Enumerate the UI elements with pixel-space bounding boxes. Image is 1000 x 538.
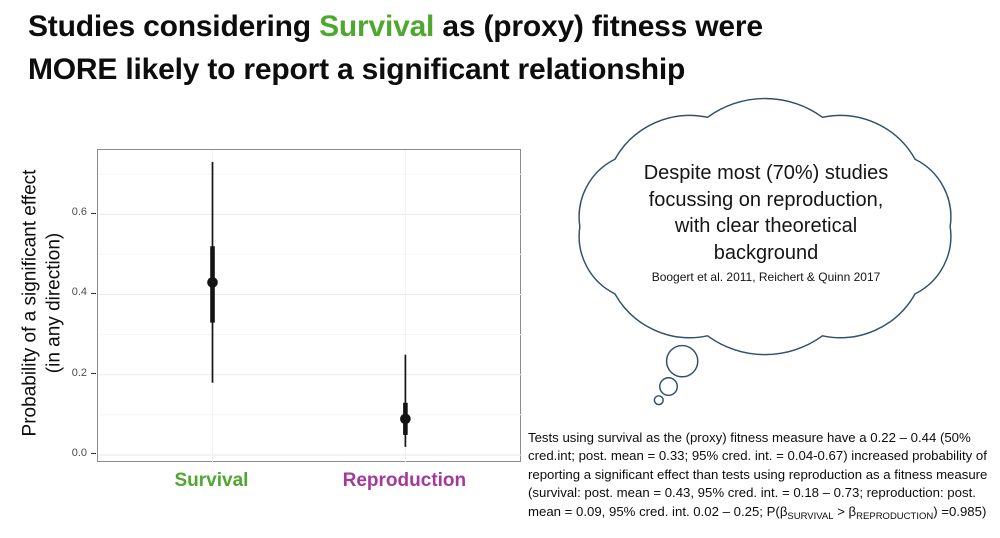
y-tick-mark bbox=[91, 453, 96, 455]
title-bold-more: MORE bbox=[28, 52, 118, 86]
y-tick-label: 0.6 bbox=[71, 206, 87, 219]
title-text-2: as (proxy) fitness were bbox=[434, 10, 763, 43]
caption-text-2: > β bbox=[833, 503, 857, 519]
thought-bubble-circle-large bbox=[665, 344, 699, 378]
y-tick-label: 0.2 bbox=[71, 366, 87, 379]
thought-bubble-circle-medium bbox=[659, 377, 679, 397]
x-category-label-survival: Survival bbox=[174, 470, 249, 491]
y-tick-mark bbox=[91, 373, 96, 375]
posterior-mean-point bbox=[207, 277, 218, 288]
y-tick-mark bbox=[91, 212, 96, 214]
stats-caption: Tests using survival as the (proxy) fitn… bbox=[528, 429, 994, 523]
thought-bubble-citation: Boogert et al. 2011, Reichert & Quinn 20… bbox=[651, 270, 881, 285]
thought-cloud-outline bbox=[578, 97, 952, 356]
caption-subscript-reproduction: REPRODUCTION bbox=[856, 510, 934, 522]
y-axis-ticks: 0.0 0.2 0.4 0.6 bbox=[0, 149, 97, 462]
y-tick-label: 0.0 bbox=[71, 446, 87, 459]
caption-text-1: Tests using survival as the (proxy) fitn… bbox=[528, 430, 988, 519]
title-text-3: likely to report a significant relations… bbox=[117, 52, 686, 86]
slide-title: Studies considering Survival as (proxy) … bbox=[28, 6, 978, 91]
title-highlight-survival: Survival bbox=[319, 10, 435, 43]
title-text-1: Studies considering bbox=[28, 10, 320, 43]
x-category-label-reproduction: Reproduction bbox=[342, 470, 467, 491]
y-tick-label: 0.4 bbox=[71, 286, 87, 299]
x-axis-category-labels: Survival Reproduction bbox=[97, 470, 521, 498]
thought-bubble-svg bbox=[578, 97, 952, 406]
plot-svg bbox=[98, 150, 522, 463]
thought-bubble-message: Despite most (70%) studies focussing on … bbox=[643, 162, 889, 264]
y-tick-mark bbox=[91, 292, 96, 294]
caption-subscript-survival: SURVIVAL bbox=[787, 510, 834, 522]
posterior-mean-point bbox=[400, 413, 411, 425]
chart-panel bbox=[97, 149, 522, 463]
thought-bubble-circle-small bbox=[653, 395, 664, 406]
thought-bubble-text: Despite most (70%) studies focussing on … bbox=[596, 160, 936, 284]
caption-text-3: ) =0.985) bbox=[933, 503, 987, 519]
thought-bubble: Despite most (70%) studies focussing on … bbox=[536, 90, 994, 408]
